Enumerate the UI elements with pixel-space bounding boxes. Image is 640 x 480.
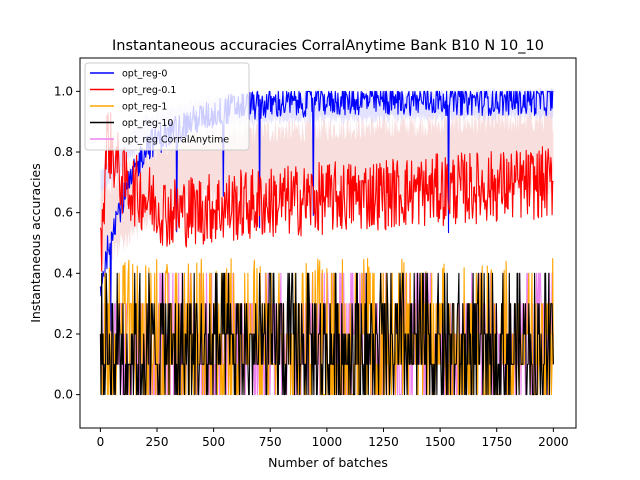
series-line-3 — [99, 272, 554, 396]
y-tick-label: 0.8 — [54, 145, 73, 159]
chart-title: Instantaneous accuracies CorralAnytime B… — [112, 38, 544, 54]
y-axis: 0.0 0.2 0.4 0.6 0.8 1.0 — [54, 84, 80, 402]
legend-entry-4: opt_reg CorralAnytime — [122, 135, 229, 146]
y-tick-label: 0.4 — [54, 266, 73, 280]
series-line-1 — [99, 111, 554, 272]
y-tick-label: 0.6 — [54, 206, 73, 220]
y-tick-label: 0.0 — [54, 388, 73, 402]
x-tick-label: 750 — [259, 435, 282, 449]
x-tick-label: 1250 — [368, 435, 399, 449]
x-tick-label: 1750 — [481, 435, 512, 449]
x-tick-label: 0 — [97, 435, 105, 449]
y-tick-label: 0.2 — [54, 327, 73, 341]
legend-entry-3: opt_reg-10 — [122, 118, 173, 129]
y-tick-label: 1.0 — [54, 84, 73, 98]
x-axis-label: Number of batches — [268, 455, 388, 470]
x-tick-label: 2000 — [538, 435, 569, 449]
legend: opt_reg-0 opt_reg-0.1 opt_reg-1 opt_reg-10o… — [84, 62, 250, 151]
plot-frame — [79, 57, 577, 429]
x-tick-label: 250 — [146, 435, 169, 449]
x-tick-label: 1000 — [312, 435, 343, 449]
legend-box — [84, 62, 250, 151]
x-tick-label: 500 — [202, 435, 225, 449]
legend-entry-1: opt_reg-0.1 — [122, 85, 176, 96]
legend-entry-2: opt_reg-1 — [122, 102, 167, 113]
x-tick-label: 1500 — [425, 435, 456, 449]
legend-entry-0: opt_reg-0 — [122, 69, 167, 80]
x-axis: 0 250 500 750 1000 1250 1500 1750 2000 — [97, 428, 569, 449]
y-axis-label: Instantaneous accuracies — [28, 163, 43, 323]
